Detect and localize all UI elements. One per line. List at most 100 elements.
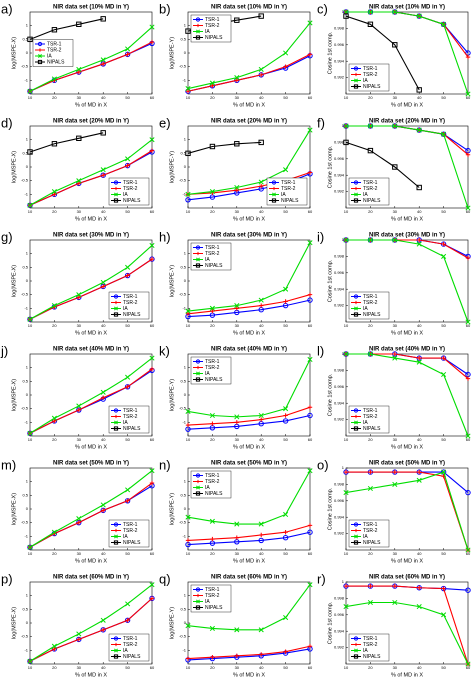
marker — [149, 366, 155, 372]
y-tick-label: 1 — [342, 237, 345, 242]
marker — [367, 9, 373, 15]
x-tick-label: 10 — [28, 551, 33, 556]
marker — [149, 24, 155, 30]
chart-title: NIR data set (20% MD in Y) — [211, 119, 287, 125]
marker — [38, 48, 42, 52]
panel-label: g) — [1, 229, 13, 244]
marker — [234, 627, 240, 633]
marker — [367, 237, 373, 243]
legend-label: TSR-1 — [205, 587, 220, 593]
marker — [149, 137, 155, 143]
marker — [114, 642, 118, 647]
x-tick-label: 20 — [210, 437, 215, 442]
series-line — [187, 22, 311, 90]
marker — [367, 599, 373, 606]
marker — [196, 593, 200, 598]
marker — [258, 66, 264, 72]
x-axis-label: % of MD in X — [75, 672, 107, 678]
marker — [210, 421, 215, 426]
marker — [100, 502, 106, 508]
series-line — [187, 648, 311, 661]
y-tick-label: -1 — [24, 77, 28, 82]
y-tick-label: -0.5 — [21, 634, 29, 639]
y-axis-label: Cosine 1st comp. — [327, 145, 333, 188]
x-tick-label: 30 — [77, 437, 82, 442]
x-tick-label: 40 — [417, 665, 422, 670]
legend-label: NIPALS — [363, 84, 381, 90]
chart-title: NIR data set (40% MD in Y) — [53, 347, 129, 353]
marker — [465, 661, 471, 667]
panel-label: l) — [317, 343, 324, 358]
chart-title: NIR data set (60% MD in Y) — [53, 575, 129, 581]
marker — [101, 508, 106, 513]
marker — [367, 21, 374, 28]
marker — [76, 403, 82, 409]
marker — [114, 306, 118, 311]
legend-label: NIPALS — [363, 540, 381, 546]
x-tick-label: 40 — [259, 323, 264, 328]
x-tick-label: 30 — [235, 323, 240, 328]
y-axis-label: Cosine 1st comp. — [327, 31, 333, 74]
marker — [125, 52, 130, 57]
x-tick-label: 50 — [441, 665, 446, 670]
plot-frame — [345, 353, 469, 437]
marker — [51, 643, 57, 649]
chart-title: NIR data set (10% MD in Y) — [369, 5, 445, 11]
marker — [258, 412, 264, 419]
x-tick-label: 60 — [308, 665, 313, 670]
marker — [392, 237, 398, 243]
legend-label: IA — [363, 648, 368, 654]
legend-label: IA — [123, 534, 128, 540]
marker — [195, 605, 201, 610]
y-tick-label: 0.998 — [334, 25, 345, 30]
x-tick-label: 20 — [210, 665, 215, 670]
x-axis-label: % of MD in X — [233, 672, 265, 678]
marker — [353, 408, 359, 413]
chart-title: NIR data set (60% MD in Y) — [369, 575, 445, 581]
series-line — [346, 239, 469, 323]
x-tick-label: 40 — [259, 95, 264, 100]
marker — [185, 150, 191, 157]
marker — [196, 251, 200, 256]
y-tick-label: 0.998 — [334, 253, 345, 258]
y-tick-label: 0.996 — [334, 270, 345, 275]
marker — [113, 540, 119, 545]
y-tick-label: 0 — [26, 392, 29, 397]
y-axis-label: log(MSPE-Y) — [169, 265, 175, 297]
marker — [259, 183, 264, 189]
legend-label: TSR-1 — [205, 473, 220, 479]
legend-label: TSR-2 — [205, 479, 220, 485]
marker — [113, 180, 119, 185]
marker — [283, 649, 288, 654]
x-tick-label: 60 — [150, 437, 155, 442]
x-tick-label: 60 — [466, 665, 471, 670]
y-tick-label: 0 — [184, 392, 187, 397]
y-tick-label: 0.994 — [334, 172, 345, 177]
legend-label: IA — [205, 599, 210, 605]
legend-label: NIPALS — [205, 491, 223, 497]
x-tick-label: 50 — [441, 551, 446, 556]
marker — [114, 534, 118, 539]
marker — [149, 468, 155, 474]
marker — [114, 528, 118, 533]
x-tick-label: 40 — [417, 437, 422, 442]
y-axis-label: log(MSPE-X) — [11, 265, 17, 297]
legend-label: NIPALS — [363, 426, 381, 432]
x-tick-label: 10 — [28, 665, 33, 670]
legend-label: TSR-1 — [123, 408, 138, 414]
x-tick-label: 10 — [186, 209, 191, 214]
marker — [196, 485, 200, 490]
marker — [196, 257, 200, 262]
marker — [441, 586, 446, 591]
legend-label: NIPALS — [123, 426, 141, 432]
x-tick-label: 40 — [101, 665, 106, 670]
marker — [258, 297, 264, 303]
legend-label: NIPALS — [205, 263, 223, 269]
y-tick-label: -1 — [182, 191, 186, 196]
y-tick-label: -0.5 — [179, 292, 187, 297]
marker — [196, 29, 200, 34]
marker — [27, 430, 33, 436]
marker — [307, 127, 313, 133]
series-line — [346, 239, 469, 259]
y-tick-label: 0.5 — [22, 150, 28, 155]
